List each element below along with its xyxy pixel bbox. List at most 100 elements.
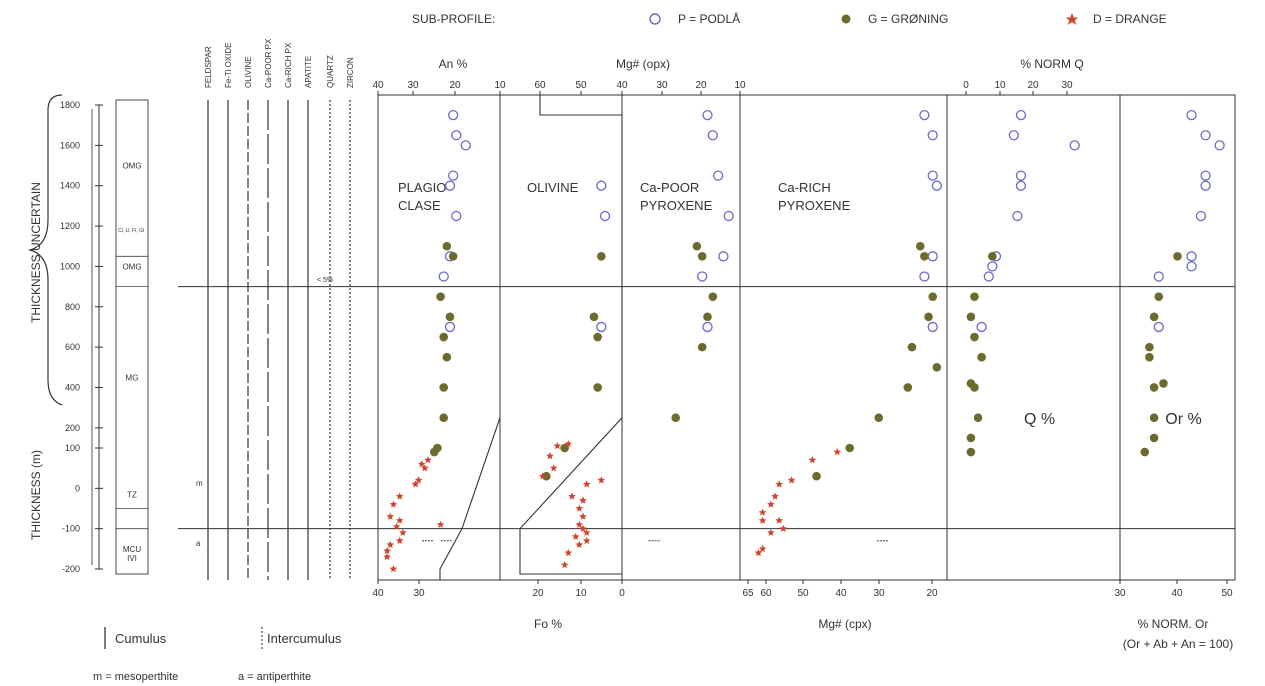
legend-a-note: a = antiperthite xyxy=(238,671,311,683)
point-drange xyxy=(582,480,591,488)
strat-unit-label: MCU xyxy=(123,545,141,554)
legend-podla-label: P = PODLÅ xyxy=(678,11,740,26)
axis-bottom-title-3: Mg# (cpx) xyxy=(818,617,871,631)
axis-bottom-tick-0: 40 xyxy=(372,588,384,599)
y-tick-label: 800 xyxy=(65,302,80,312)
point-podla xyxy=(702,321,713,333)
point-podla xyxy=(447,170,459,181)
point-groning xyxy=(697,342,707,352)
point-drange xyxy=(564,440,573,448)
point-groning xyxy=(439,332,449,342)
point-podla xyxy=(1186,261,1197,272)
y-tick-label: 400 xyxy=(65,382,80,392)
point-groning xyxy=(1149,312,1159,322)
point-groning xyxy=(1149,383,1159,392)
axis-bottom-tick-1: 20 xyxy=(532,588,544,599)
y-tick-label: 1000 xyxy=(60,261,80,271)
point-groning xyxy=(915,241,925,251)
point-podla xyxy=(1186,251,1197,262)
point-podla xyxy=(723,210,734,222)
point-groning xyxy=(966,447,976,457)
point-podla xyxy=(707,130,718,141)
point-podla xyxy=(702,109,713,121)
mineral-annotation: < 5% xyxy=(317,277,333,284)
point-drange xyxy=(833,448,842,456)
mineral-label-2: OLIVINE xyxy=(244,56,253,88)
point-groning xyxy=(1173,252,1182,261)
point-drange xyxy=(386,540,395,548)
axis-top-tick-2: 30 xyxy=(656,80,668,91)
data-points xyxy=(383,109,1225,573)
strat-unit-label: OMG xyxy=(122,262,141,271)
point-groning xyxy=(697,252,707,261)
mark-a: a xyxy=(196,539,201,548)
point-groning xyxy=(1149,413,1159,423)
axis-bottom-tick-5: 40 xyxy=(1171,588,1183,599)
mineral-label-1: Fe-Ti OXIDE xyxy=(224,43,233,88)
point-podla xyxy=(983,271,994,282)
point-podla xyxy=(596,321,607,333)
point-groning xyxy=(671,413,680,423)
point-groning xyxy=(442,352,452,362)
point-drange xyxy=(421,464,429,472)
legend-groning-symbol xyxy=(841,14,851,24)
axis-bottom-tick-5: 30 xyxy=(1114,588,1126,599)
point-drange xyxy=(383,546,391,555)
point-groning xyxy=(907,342,917,352)
axis-top-tick-2: 10 xyxy=(734,80,746,91)
point-podla xyxy=(931,180,943,191)
point-groning xyxy=(708,292,718,301)
point-podla xyxy=(599,210,611,222)
mineral-label-0: FELDSPAR xyxy=(204,46,213,88)
point-drange xyxy=(564,548,573,557)
point-groning xyxy=(977,352,986,362)
point-podla xyxy=(927,170,938,181)
point-podla xyxy=(438,271,449,282)
strat-unit-label: MG xyxy=(126,373,139,382)
mineral-columns: FELDSPAR Fe-Ti OXIDE OLIVINE Ca-POOR PX Ca-R… xyxy=(196,38,355,580)
axis-bottom-subtitle: (Or + Ab + An = 100) xyxy=(1123,637,1233,651)
point-podla xyxy=(447,109,459,121)
plag-boundary xyxy=(439,417,501,580)
point-groning xyxy=(593,383,602,392)
point-drange xyxy=(579,496,587,504)
mineral-label-5: APATITE xyxy=(304,56,313,88)
point-drange xyxy=(395,516,404,524)
point-podla xyxy=(1069,140,1080,151)
mineral-label-4: Ca-RICH PX xyxy=(284,42,293,88)
mark-m: m xyxy=(196,479,203,488)
strat-unit-label: IVI xyxy=(127,554,137,563)
axis-bottom-tick-3: 65 xyxy=(742,588,754,599)
axis-top-tick-0: 30 xyxy=(407,80,419,91)
point-groning xyxy=(812,471,821,481)
point-groning xyxy=(970,383,979,392)
axis-top-tick-0: 20 xyxy=(449,80,461,91)
point-podla xyxy=(919,109,930,121)
point-groning xyxy=(589,312,599,322)
point-groning xyxy=(988,252,997,261)
point-drange xyxy=(579,512,587,520)
point-groning xyxy=(920,252,929,261)
point-drange xyxy=(568,492,576,500)
y-tick-label: 1400 xyxy=(60,181,80,191)
point-groning xyxy=(973,413,983,423)
axis-bottom-tick-1: 0 xyxy=(619,588,625,599)
y-tick-label: 1800 xyxy=(60,100,80,110)
chart-frame xyxy=(377,94,1236,581)
y-tick-label: -100 xyxy=(62,524,80,534)
strat-outline xyxy=(115,99,149,575)
point-podla xyxy=(444,321,456,333)
point-podla xyxy=(1200,130,1211,141)
point-drange xyxy=(575,504,584,512)
point-groning xyxy=(1159,379,1168,388)
point-drange xyxy=(553,442,562,450)
point-podla xyxy=(444,180,456,191)
point-drange xyxy=(417,460,426,468)
point-groning xyxy=(970,292,979,301)
point-drange xyxy=(767,500,775,508)
mineral-label-3: Ca-POOR PX xyxy=(264,38,273,88)
point-drange xyxy=(758,516,767,524)
point-groning xyxy=(970,332,979,342)
legend-drange-symbol xyxy=(1065,13,1079,25)
